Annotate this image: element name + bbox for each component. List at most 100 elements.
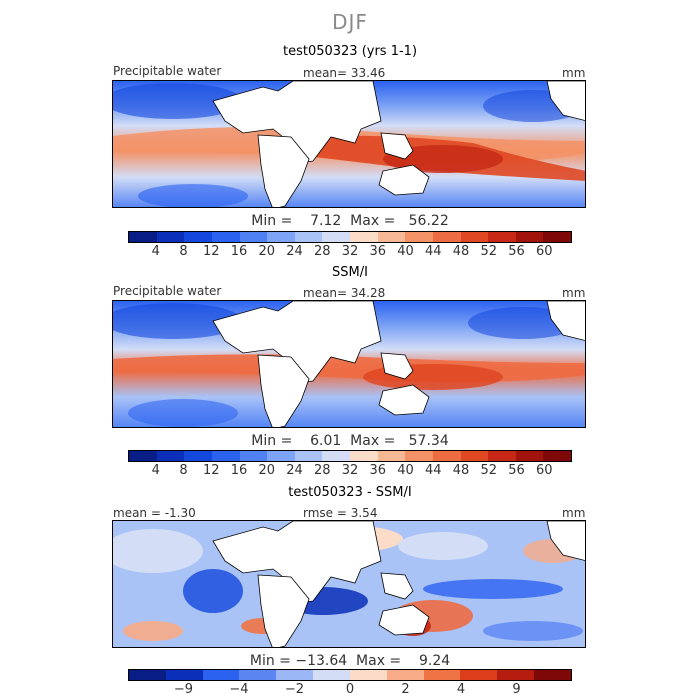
colorbar-swatch bbox=[432, 232, 461, 242]
colorbar-tick-label: 12 bbox=[202, 463, 220, 478]
colorbar-tick-label: 52 bbox=[480, 463, 498, 478]
panel-2-map-canvas bbox=[113, 301, 585, 427]
colorbar-swatch bbox=[156, 232, 185, 242]
colorbar-tick-label: 8 bbox=[179, 463, 188, 478]
panel-1-unit-label: mm bbox=[562, 66, 586, 80]
colorbar-tick-label: 16 bbox=[230, 244, 248, 259]
colorbar-swatch bbox=[294, 451, 323, 461]
colorbar-tick-label: 4 bbox=[151, 244, 160, 259]
colorbar-tick-label: −4 bbox=[229, 682, 249, 697]
panel-3-unit-label: mm bbox=[562, 506, 586, 520]
colorbar-swatch bbox=[460, 451, 489, 461]
colorbar-tick-label: 2 bbox=[401, 682, 410, 697]
panel-3-colorbar bbox=[128, 669, 572, 681]
panel-2-mean-label: mean= 34.28 bbox=[303, 286, 386, 300]
colorbar-swatch bbox=[350, 232, 378, 242]
colorbar-swatch bbox=[322, 451, 350, 461]
colorbar-swatch bbox=[202, 670, 240, 680]
panel-2-colorbar bbox=[128, 450, 572, 462]
panel-1-colorbar-ticks: 4 8 12 16 20 24 28 32 36 40 44 48 52 56 60 bbox=[0, 244, 700, 262]
colorbar-swatch bbox=[515, 451, 544, 461]
panel-1-map bbox=[112, 80, 586, 208]
colorbar-swatch bbox=[267, 451, 295, 461]
panel-2-map bbox=[112, 300, 586, 428]
colorbar-swatch bbox=[184, 232, 212, 242]
colorbar-swatch bbox=[129, 232, 157, 242]
colorbar-tick-label: 40 bbox=[397, 244, 414, 259]
colorbar-swatch bbox=[515, 232, 544, 242]
colorbar-swatch bbox=[350, 451, 378, 461]
panel-3-rmse-label: rmse = 3.54 bbox=[303, 506, 378, 520]
colorbar-swatch bbox=[349, 670, 387, 680]
colorbar-tick-label: 0 bbox=[345, 682, 355, 697]
colorbar-tick-label: 36 bbox=[369, 463, 387, 478]
colorbar-tick-label: 20 bbox=[258, 244, 276, 259]
colorbar-swatch bbox=[488, 451, 516, 461]
panel-1-map-canvas bbox=[113, 81, 585, 207]
colorbar-tick-label: 8 bbox=[179, 244, 188, 259]
colorbar-swatch bbox=[211, 232, 240, 242]
colorbar-tick-label: 24 bbox=[286, 244, 303, 259]
colorbar-swatch bbox=[239, 451, 268, 461]
colorbar-swatch bbox=[423, 670, 461, 680]
colorbar-swatch bbox=[534, 670, 571, 680]
season-title: DJF bbox=[332, 10, 368, 34]
panel-2-colorbar-ticks: 4 8 12 16 20 24 28 32 36 40 44 48 52 56 60 bbox=[0, 463, 700, 481]
colorbar-swatch bbox=[460, 670, 498, 680]
colorbar-swatch bbox=[432, 451, 461, 461]
colorbar-tick-label: 28 bbox=[313, 463, 331, 478]
colorbar-tick-label: 48 bbox=[452, 244, 470, 259]
panel-1-colorbar bbox=[128, 231, 572, 243]
colorbar-swatch bbox=[156, 451, 185, 461]
colorbar-tick-label: 9 bbox=[512, 682, 521, 697]
colorbar-tick-label: 32 bbox=[341, 244, 359, 259]
colorbar-tick-label: 28 bbox=[313, 244, 331, 259]
colorbar-tick-label: 56 bbox=[508, 244, 525, 259]
colorbar-tick-label: 44 bbox=[424, 463, 442, 478]
colorbar-swatch bbox=[239, 670, 277, 680]
colorbar-swatch bbox=[377, 451, 406, 461]
panel-2-unit-label: mm bbox=[562, 286, 586, 300]
panel-1-subtitle: test050323 (yrs 1-1) bbox=[282, 44, 418, 59]
colorbar-swatch bbox=[184, 451, 212, 461]
colorbar-swatch bbox=[313, 670, 350, 680]
colorbar-swatch bbox=[405, 451, 433, 461]
panel-1-mean-label: mean= 33.46 bbox=[303, 66, 386, 80]
colorbar-tick-label: 12 bbox=[202, 244, 220, 259]
colorbar-tick-label: 52 bbox=[480, 244, 498, 259]
colorbar-swatch bbox=[386, 670, 424, 680]
colorbar-swatch bbox=[543, 232, 571, 242]
colorbar-swatch bbox=[211, 451, 240, 461]
colorbar-tick-label: 36 bbox=[369, 244, 387, 259]
colorbar-swatch bbox=[488, 232, 516, 242]
colorbar-tick-label: 16 bbox=[230, 463, 248, 478]
colorbar-tick-label: 44 bbox=[424, 244, 442, 259]
panel-2-variable-label: Precipitable water bbox=[113, 284, 222, 298]
colorbar-swatch bbox=[276, 670, 314, 680]
colorbar-swatch bbox=[377, 232, 406, 242]
colorbar-tick-label: 4 bbox=[151, 463, 160, 478]
panel-1-variable-label: Precipitable water bbox=[113, 64, 222, 78]
colorbar-tick-label: 60 bbox=[535, 244, 553, 259]
panel-3-mean-label: mean = -1.30 bbox=[113, 506, 196, 520]
colorbar-tick-label: 20 bbox=[258, 463, 276, 478]
colorbar-swatch bbox=[497, 670, 535, 680]
colorbar-tick-label: 56 bbox=[508, 463, 525, 478]
colorbar-swatch bbox=[165, 670, 203, 680]
colorbar-tick-label: 60 bbox=[535, 463, 553, 478]
colorbar-swatch bbox=[405, 232, 433, 242]
panel-3-colorbar-ticks: −9 −4 −2 0 2 4 9 bbox=[0, 682, 700, 700]
colorbar-tick-label: 4 bbox=[456, 682, 466, 697]
panel-2-subtitle: SSM/I bbox=[332, 265, 368, 280]
colorbar-swatch bbox=[267, 232, 295, 242]
colorbar-swatch bbox=[460, 232, 489, 242]
panel-3-map-canvas bbox=[113, 521, 585, 647]
panel-2-minmax: Min = 6.01 Max = 57.34 bbox=[251, 433, 449, 449]
colorbar-swatch bbox=[129, 670, 166, 680]
colorbar-swatch bbox=[239, 232, 268, 242]
colorbar-swatch bbox=[543, 451, 571, 461]
colorbar-tick-label: 24 bbox=[286, 463, 303, 478]
colorbar-tick-label: 48 bbox=[452, 463, 470, 478]
colorbar-tick-label: −9 bbox=[173, 682, 194, 697]
colorbar-tick-label: −2 bbox=[284, 682, 305, 697]
